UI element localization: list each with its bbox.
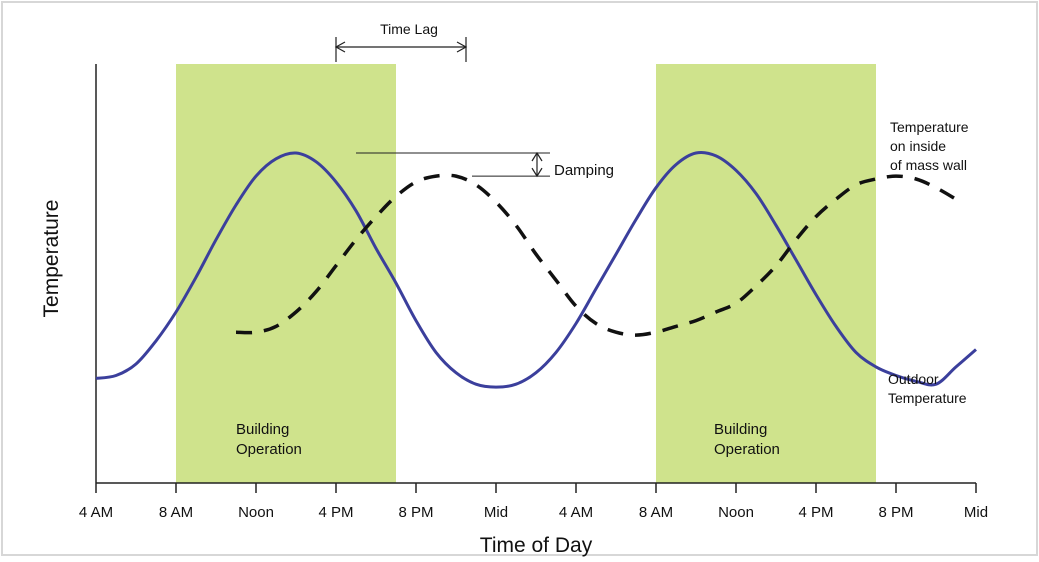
- x-tick-label: 4 PM: [318, 504, 353, 521]
- inside-wall-series-label: Temperature: [890, 119, 969, 135]
- x-tick-label: Noon: [238, 504, 274, 521]
- building-operation-label: Operation: [236, 441, 302, 458]
- building-operation-region: [176, 64, 396, 483]
- inside-wall-series-label: on inside: [890, 138, 946, 154]
- building-operation-label: Operation: [714, 441, 780, 458]
- y-axis-title: Temperature: [40, 200, 63, 318]
- x-tick-label: 4 AM: [559, 504, 593, 521]
- x-tick-label: 8 AM: [639, 504, 673, 521]
- x-tick-label: Noon: [718, 504, 754, 521]
- time-lag-arrowhead-right: [456, 41, 468, 53]
- x-tick-label: Mid: [964, 504, 988, 521]
- x-axis-title: Time of Day: [480, 534, 593, 557]
- x-tick-label: 8 PM: [878, 504, 913, 521]
- x-tick-label: 4 AM: [79, 504, 113, 521]
- time-lag-label: Time Lag: [380, 21, 438, 37]
- x-tick-label: Mid: [484, 504, 508, 521]
- damping-arrowhead-top: [531, 151, 543, 162]
- damping-arrowhead-bottom: [531, 167, 543, 178]
- building-operation-region: [656, 64, 876, 483]
- outdoor-series-label: Temperature: [888, 390, 967, 406]
- damping-label: Damping: [554, 162, 614, 179]
- building-operation-label: Building: [714, 421, 767, 438]
- x-tick-label: 4 PM: [798, 504, 833, 521]
- inside-wall-series-label: of mass wall: [890, 157, 967, 173]
- x-tick-label: 8 AM: [159, 504, 193, 521]
- outdoor-temperature-line: [95, 150, 977, 389]
- time-lag-arrowhead-left: [334, 41, 346, 53]
- inside-wall-temperature-line: [235, 173, 957, 337]
- outdoor-series-label: Outdoor: [888, 371, 939, 387]
- building-operation-label: Building: [236, 421, 289, 438]
- x-tick-label: 8 PM: [398, 504, 433, 521]
